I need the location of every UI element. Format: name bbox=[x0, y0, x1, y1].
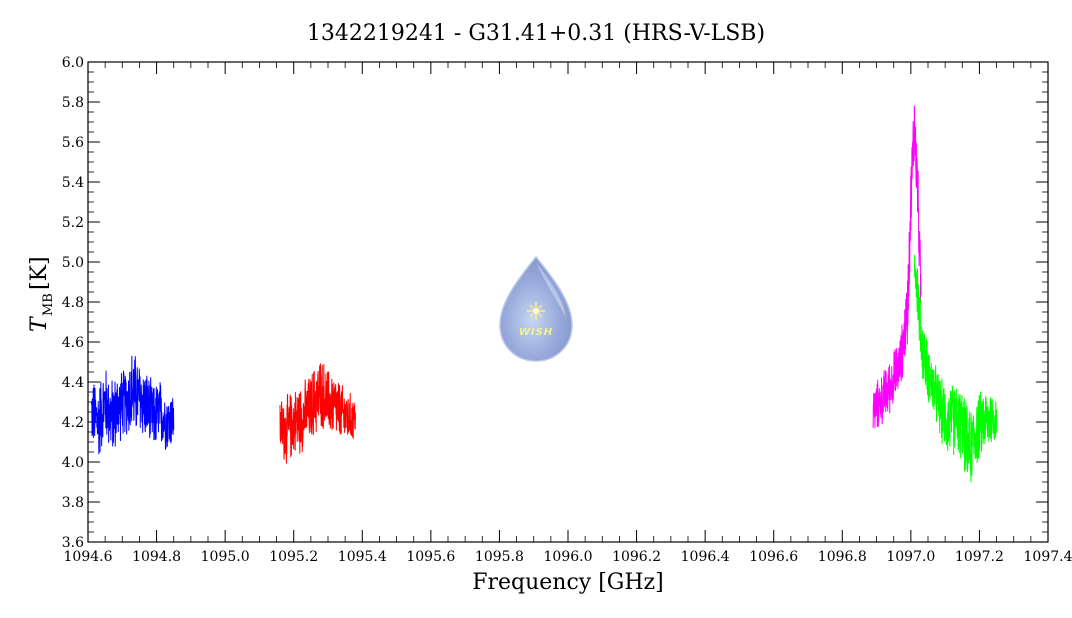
y-axis-label-symbol: T bbox=[27, 315, 52, 332]
x-tick-label: 1096.2 bbox=[612, 549, 661, 565]
star-icon bbox=[527, 302, 545, 320]
y-tick-label: 6.0 bbox=[62, 55, 84, 71]
y-tick-label: 3.6 bbox=[62, 535, 84, 551]
y-tick-label: 5.4 bbox=[62, 175, 84, 191]
spectrum-series-1 bbox=[90, 355, 175, 455]
x-axis-label: Frequency [GHz] bbox=[472, 570, 664, 595]
y-axis-label-subscript: MB bbox=[41, 293, 56, 316]
y-tick-label: 5.6 bbox=[62, 135, 84, 151]
y-axis-label: T MB [K] bbox=[27, 256, 56, 332]
spectrum-series-3 bbox=[872, 105, 922, 429]
y-tick-label: 4.4 bbox=[62, 375, 84, 391]
wish-logo: WISH bbox=[499, 255, 573, 362]
y-tick-label: 4.2 bbox=[62, 415, 84, 431]
x-tick-label: 1095.0 bbox=[201, 549, 250, 565]
drop-highlight bbox=[536, 262, 566, 318]
x-tick-labels: 1094.6 1094.8 1095.0 1095.2 1095.4 1095.6 1095… bbox=[64, 549, 1072, 565]
x-tick-label: 1097.0 bbox=[886, 549, 935, 565]
y-tick-label: 5.8 bbox=[62, 95, 84, 111]
x-tick-label: 1095.8 bbox=[475, 549, 524, 565]
x-tick-label: 1094.6 bbox=[64, 549, 113, 565]
y-tick-label: 4.8 bbox=[62, 295, 84, 311]
y-tick-label: 4.0 bbox=[62, 455, 84, 471]
y-tick-labels: 3.6 3.8 4.0 4.2 4.4 4.6 4.8 5.0 5.2 5.4 5.6 5.8 6.0 bbox=[62, 55, 84, 551]
x-tick-label: 1096.6 bbox=[749, 549, 798, 565]
spectrum-series bbox=[90, 105, 998, 483]
x-tick-label: 1096.4 bbox=[681, 549, 730, 565]
plot-area bbox=[87, 61, 1049, 543]
logo-text: WISH bbox=[519, 327, 553, 338]
x-tick-label: 1094.8 bbox=[132, 549, 181, 565]
x-tick-label: 1096.0 bbox=[544, 549, 593, 565]
x-tick-label: 1096.8 bbox=[818, 549, 867, 565]
chart-title: 1342219241 - G31.41+0.31 (HRS-V-LSB) bbox=[307, 21, 765, 46]
y-tick-label: 5.0 bbox=[62, 255, 84, 271]
x-tick-label: 1095.2 bbox=[269, 549, 318, 565]
x-tick-label: 1097.2 bbox=[955, 549, 1004, 565]
y-axis-label-unit: [K] bbox=[27, 256, 52, 290]
spectrum-series-4 bbox=[913, 254, 998, 483]
plot-frame bbox=[87, 61, 1049, 543]
x-tick-label: 1095.4 bbox=[338, 549, 387, 565]
x-tick-label: 1095.6 bbox=[406, 549, 455, 565]
spectrum-series-2 bbox=[279, 363, 356, 464]
y-tick-label: 5.2 bbox=[62, 215, 84, 231]
axis-ticks bbox=[87, 61, 1049, 543]
y-tick-label: 3.8 bbox=[62, 495, 84, 511]
x-tick-label: 1097.4 bbox=[1024, 549, 1072, 565]
y-tick-label: 4.6 bbox=[62, 335, 84, 351]
